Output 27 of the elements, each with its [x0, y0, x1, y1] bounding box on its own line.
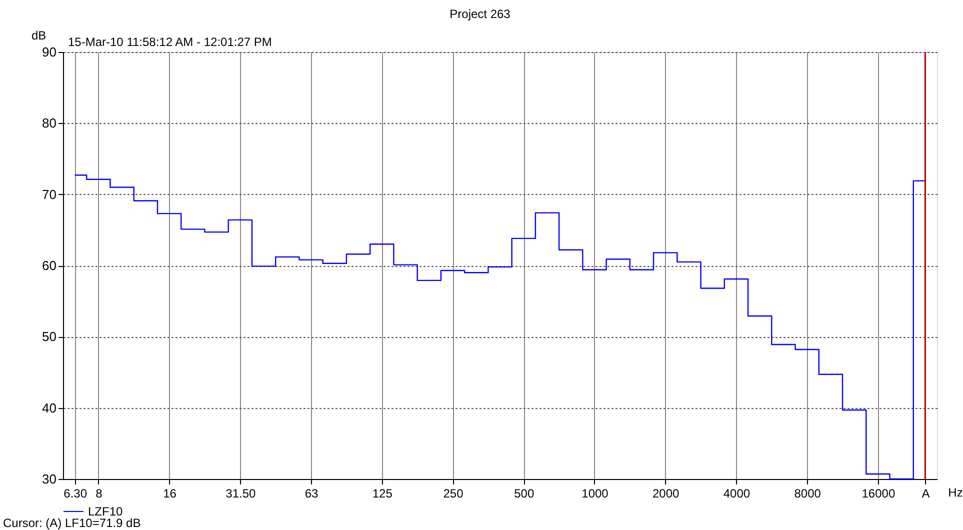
x-tick-label: 250	[443, 486, 464, 500]
x-tick-label: A	[922, 486, 930, 500]
x-tick-label: 63	[304, 486, 319, 500]
chart-subtitle: 15-Mar-10 11:58:12 AM - 12:01:27 PM	[68, 35, 272, 49]
x-tick-label: 8	[96, 486, 103, 500]
x-tick-label: 16	[163, 486, 177, 500]
text: Cursor: (A) LF10=71.9 dB	[3, 516, 141, 530]
x-tick-label: 8000	[794, 486, 822, 500]
x-tick-label: 16000	[862, 486, 896, 500]
x-tick-label: 1000	[582, 486, 609, 500]
y-tick-label: 80	[42, 116, 56, 131]
x-tick-label: 4000	[723, 486, 750, 500]
y-tick-label: 30	[42, 472, 56, 486]
x-tick-label: 125	[372, 486, 393, 500]
x-tick-label: 2000	[652, 486, 680, 500]
y-tick-label: 40	[42, 400, 56, 416]
y-tick-label: 60	[42, 258, 56, 273]
x-axis-title: Hz	[948, 486, 963, 500]
x-tick-label: 31.50	[226, 486, 256, 500]
y-tick-label: 90	[42, 44, 56, 60]
legend-label: LZF10	[88, 504, 124, 518]
x-tick-label: 500	[514, 486, 534, 500]
y-tick-label: 50	[42, 329, 56, 344]
chart-title: Project 263	[450, 7, 511, 21]
y-tick-label: 70	[42, 186, 56, 202]
y-axis-title: dB	[32, 28, 46, 42]
x-tick-label: 6.30	[64, 486, 88, 500]
